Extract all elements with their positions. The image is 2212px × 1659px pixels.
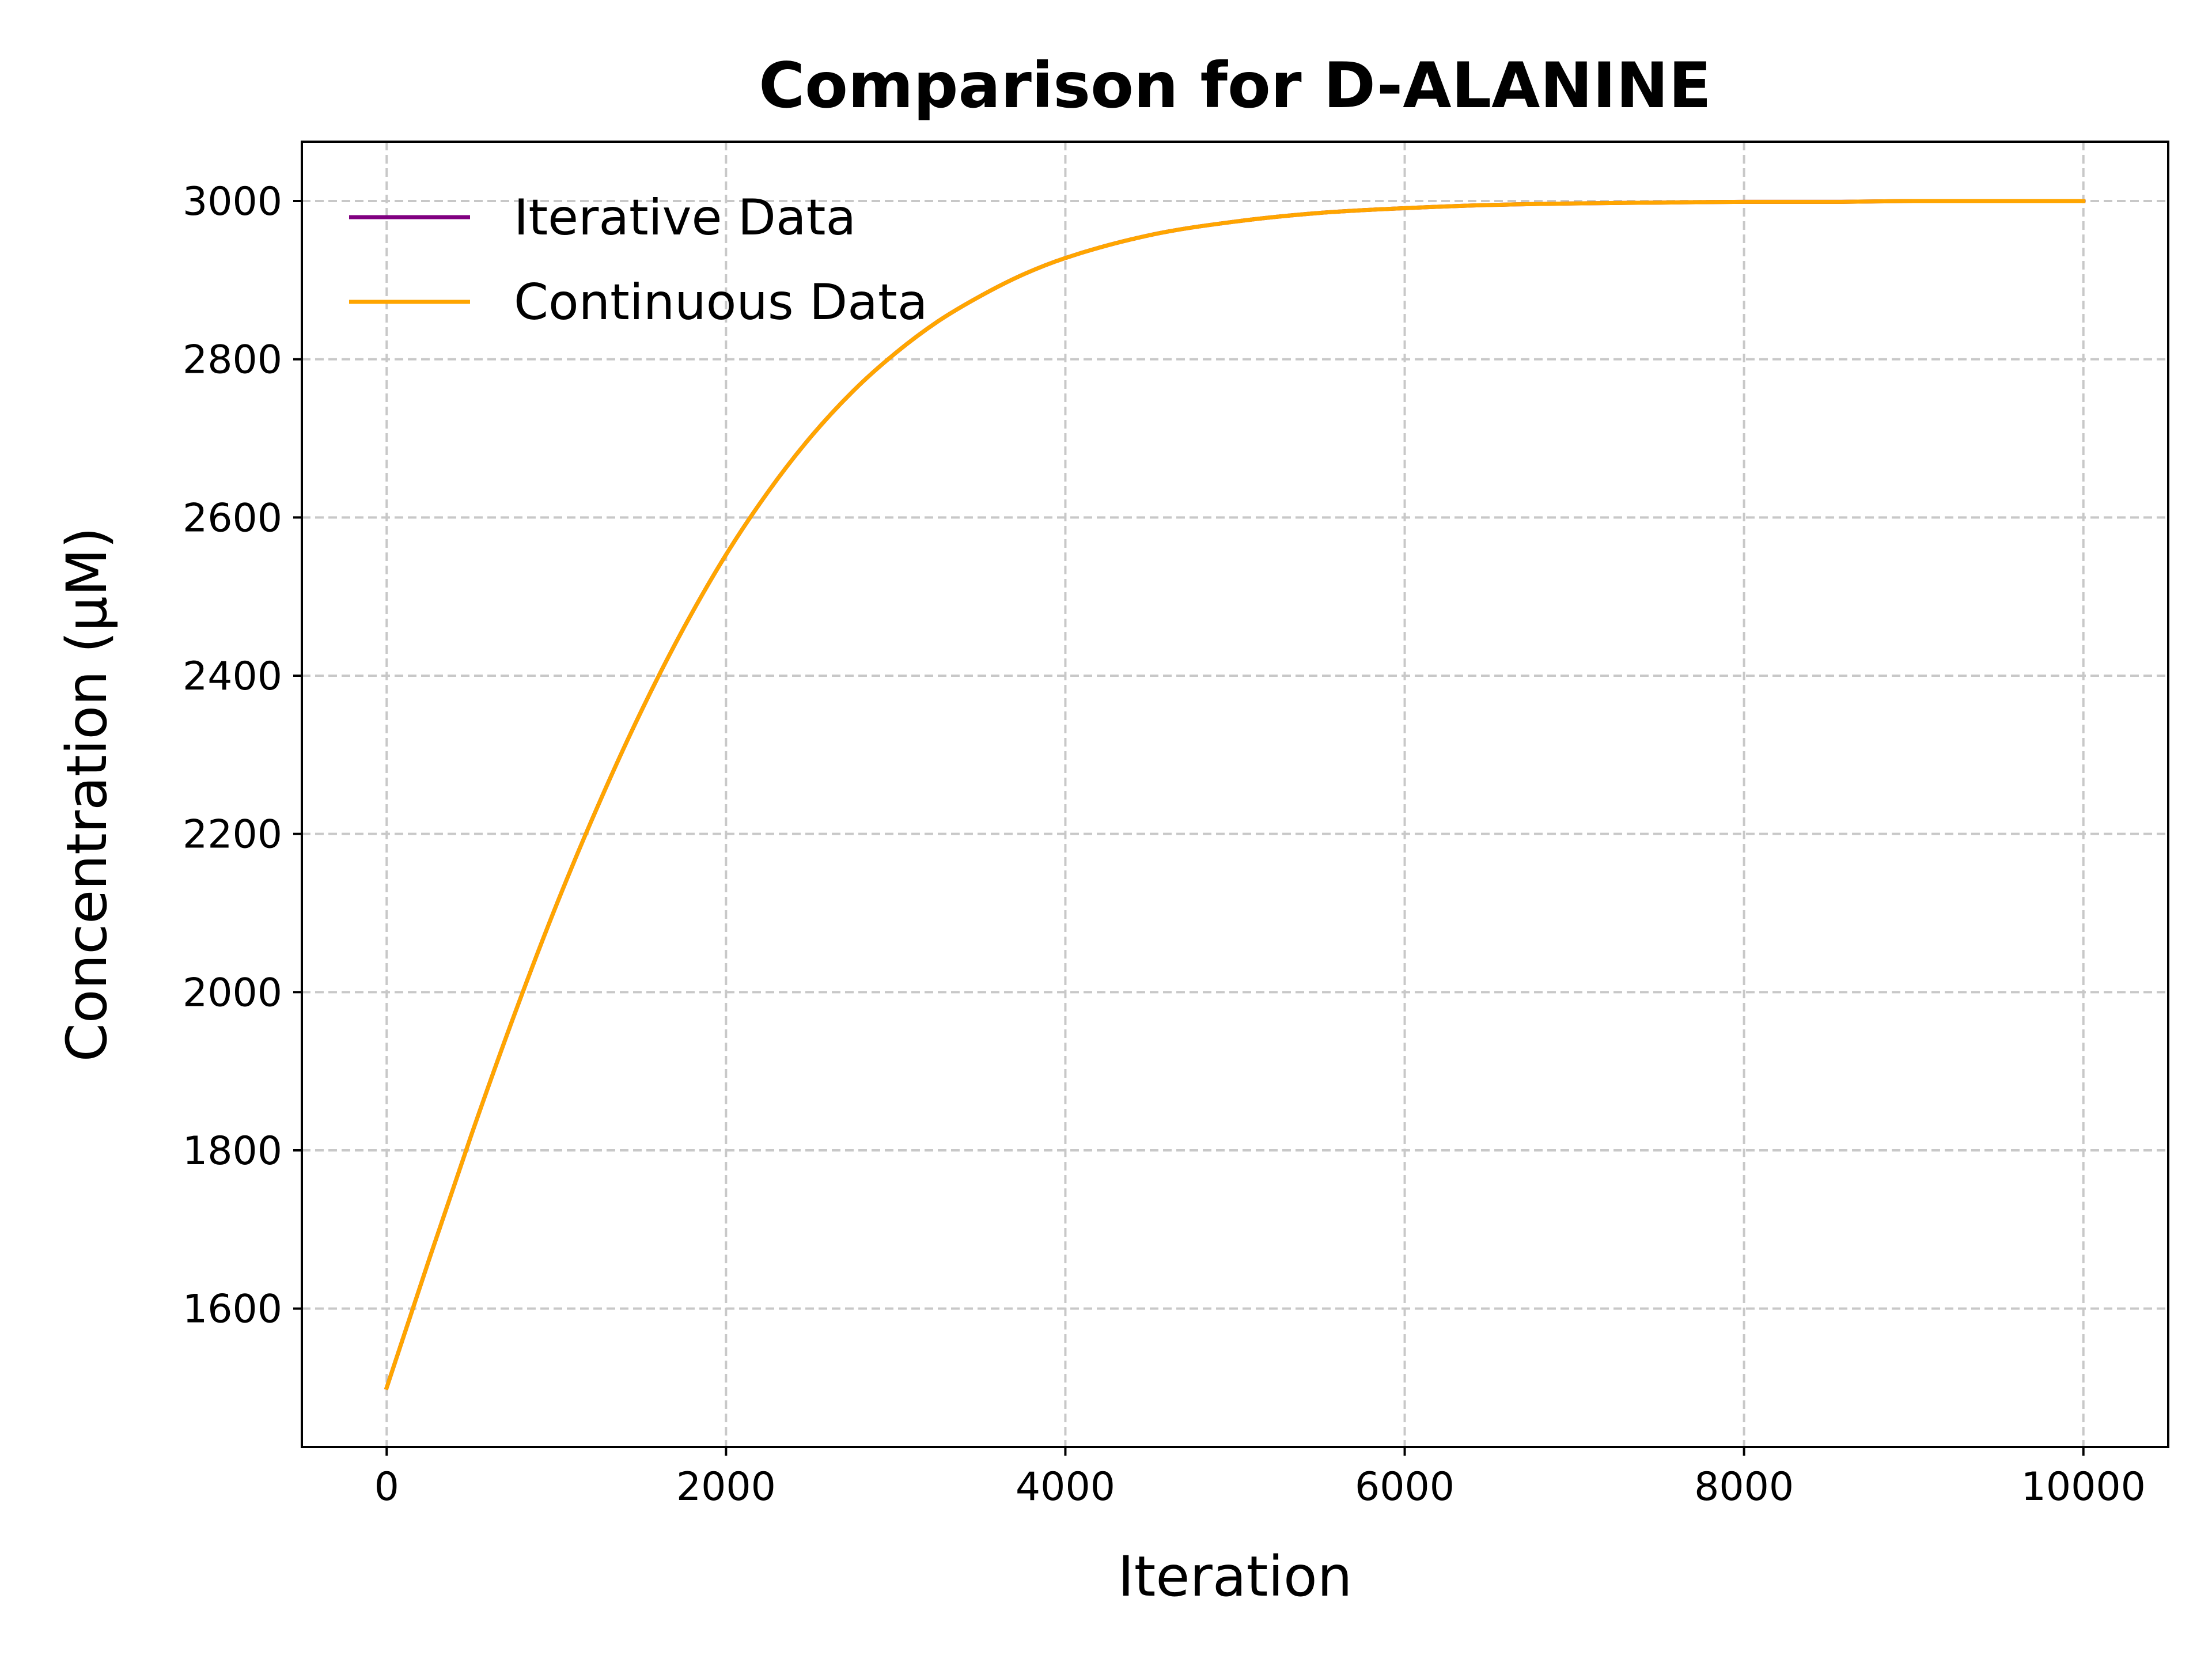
y-tick-label: 2000 (183, 970, 282, 1016)
legend-label-iterative: Iterative Data (514, 189, 856, 247)
y-tick-label: 2800 (183, 338, 282, 383)
tick-layer: 0 2000 4000 6000 8000 10000 1600 1800 2000 2200 24… (183, 179, 2146, 1510)
chart-title: Comparison for D-ALANINE (759, 49, 1711, 122)
y-tick-label: 1800 (183, 1128, 282, 1174)
series-line-iterative (384, 199, 2086, 1391)
y-tick-label: 3000 (183, 179, 282, 225)
x-tick-label: 10000 (2021, 1464, 2146, 1510)
x-tick-label: 4000 (1016, 1464, 1115, 1510)
series-layer (384, 199, 2086, 1391)
grid-layer (302, 142, 2168, 1447)
x-tick-label: 8000 (1694, 1464, 1794, 1510)
legend-label-continuous: Continuous Data (514, 274, 927, 331)
x-axis-label: Iteration (1118, 1544, 1352, 1609)
y-axis-label: Concentration (μM) (55, 527, 119, 1062)
x-tick-label: 0 (374, 1464, 399, 1510)
x-tick-label: 2000 (676, 1464, 776, 1510)
y-tick-label: 1600 (183, 1287, 282, 1332)
plot-frame (301, 141, 2169, 1448)
series-line-continuous (384, 199, 2086, 1391)
x-tick-label: 6000 (1355, 1464, 1455, 1510)
y-tick-label: 2200 (183, 812, 282, 858)
legend: Iterative Data Continuous Data (349, 189, 927, 331)
y-tick-label: 2400 (183, 654, 282, 699)
y-tick-label: 2600 (183, 495, 282, 541)
